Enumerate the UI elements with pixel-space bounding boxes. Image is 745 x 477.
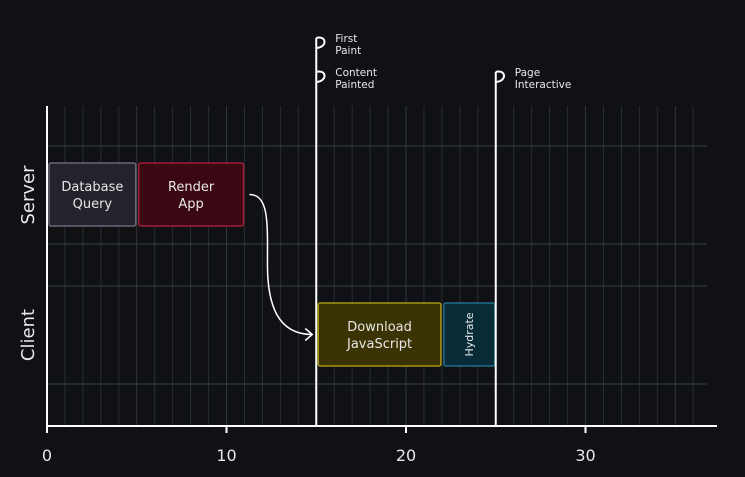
task-label-database-query-line-0: Database bbox=[61, 180, 123, 195]
task-label-render-app-line-1: App bbox=[178, 197, 203, 212]
milestone-flag-first-paint bbox=[315, 36, 326, 49]
lane-label-client: Client bbox=[18, 309, 39, 361]
task-label-download-javascript-line-0: Download bbox=[347, 320, 412, 335]
milestone-flag-page-interactive bbox=[495, 70, 505, 83]
lane-label-server: Server bbox=[18, 165, 39, 225]
milestone-label-page-interactive-line-0: Page bbox=[515, 67, 540, 79]
task-box-database-query bbox=[48, 162, 137, 227]
x-tick-label-0: 0 bbox=[42, 446, 52, 465]
x-tick-label-10: 10 bbox=[216, 446, 236, 465]
flow-arrow bbox=[249, 193, 313, 336]
milestone-label-page-interactive-line-1: Interactive bbox=[515, 79, 572, 91]
task-label-render-app-line-0: Render bbox=[168, 180, 215, 195]
task-label-database-query-line-1: Query bbox=[73, 197, 113, 212]
milestone-label-first-paint-line-1: Paint bbox=[335, 45, 361, 57]
milestone-flag-content-painted bbox=[315, 70, 326, 83]
task-label-download-javascript-line-1: JavaScript bbox=[346, 337, 412, 352]
x-tick-label-20: 20 bbox=[396, 446, 416, 465]
milestone-label-content-painted-line-1: Painted bbox=[335, 79, 374, 91]
task-box-render-app bbox=[138, 162, 245, 227]
task-label-hydrate: Hydrate bbox=[463, 312, 476, 356]
milestone-label-first-paint-line-0: First bbox=[335, 33, 357, 45]
flow-arrow-head bbox=[304, 327, 314, 342]
task-box-download-javascript bbox=[317, 302, 442, 367]
milestone-label-content-painted-line-0: Content bbox=[335, 67, 377, 79]
x-tick-label-30: 30 bbox=[575, 446, 595, 465]
